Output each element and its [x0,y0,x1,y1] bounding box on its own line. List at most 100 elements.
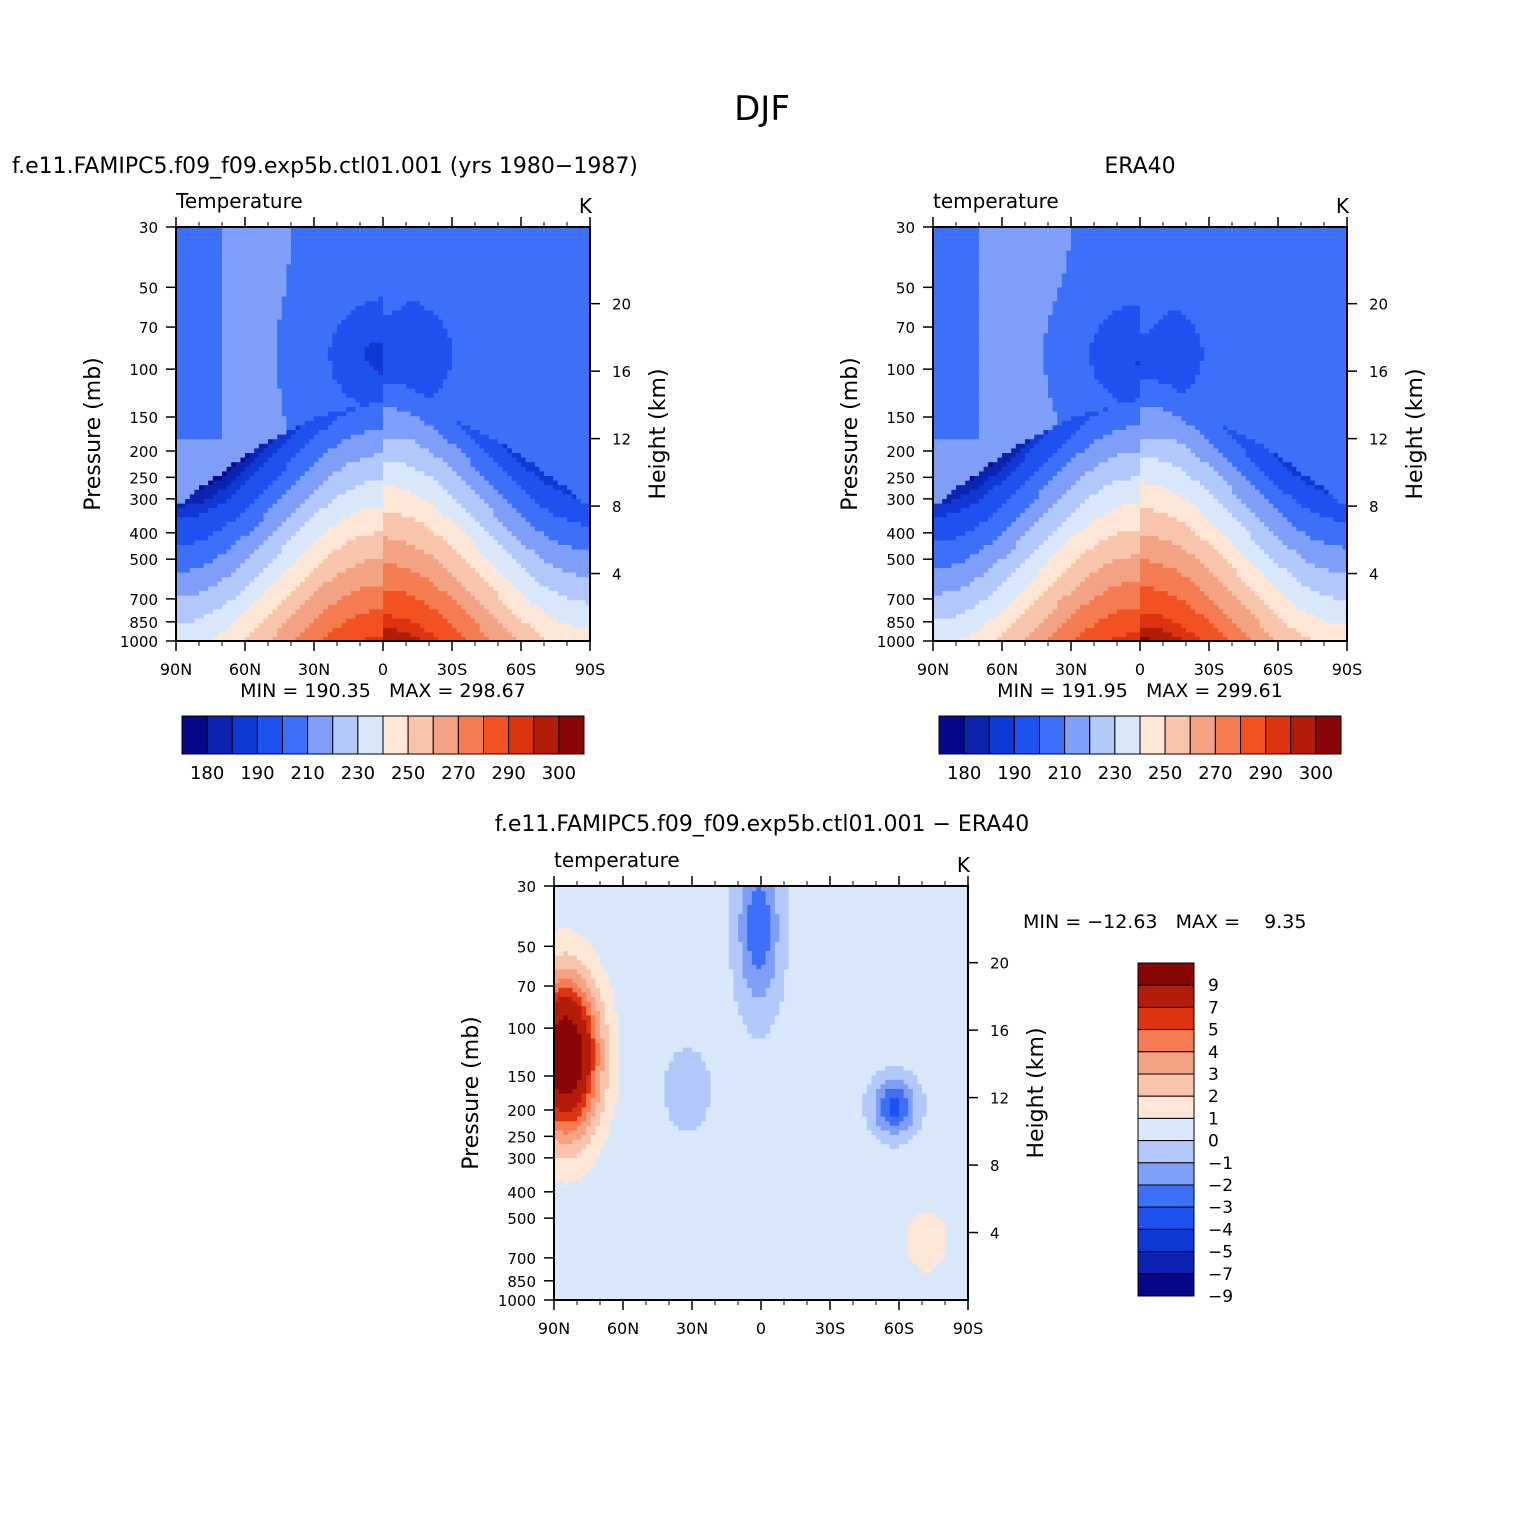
contour-cell [604,1037,610,1043]
contour-cell [1126,631,1141,637]
contour-cell [554,1286,968,1292]
contour-cell [176,526,223,532]
contour-cell [291,562,320,568]
contour-cell [383,512,402,518]
y-tick-label: 70 [139,319,158,337]
contour-cell [728,904,744,910]
contour-cell [396,562,444,568]
contour-cell [383,466,416,472]
contour-cell [590,1120,601,1126]
contour-cell [286,438,310,444]
contour-cell [189,567,237,573]
contour-cell [1048,558,1077,564]
contour-cell [889,1102,900,1108]
contour-cell [226,549,255,555]
contour-cell [554,1120,583,1126]
colorbar-box [533,715,560,755]
contour-cell [558,978,573,984]
contour-cell [1107,406,1141,412]
contour-cell [917,1129,968,1135]
contour-cell [554,1129,564,1135]
contour-cell [554,1189,968,1195]
colorbar-label: 290 [491,763,525,784]
contour-cell [484,526,508,532]
contour-cell [383,618,412,624]
contour-cell [1273,581,1302,587]
contour-cell [1080,503,1123,509]
contour-cell [419,572,453,578]
contour-cell [742,899,753,905]
contour-cell [1291,493,1334,499]
contour-cell [1204,512,1233,518]
contour-cell [558,1139,573,1145]
contour-cell [770,922,780,928]
page-title: DJF [734,89,790,129]
contour-cell [268,438,274,444]
contour-cell [618,1093,665,1099]
contour-cell [1245,434,1347,440]
contour-cell [1167,309,1182,315]
contour-cell [1291,461,1347,467]
contour-cell [295,530,324,536]
contour-cell [176,282,223,288]
contour-cell [194,539,237,545]
contour-cell [258,452,274,458]
contour-cell [586,1116,592,1122]
contour-cell [272,608,297,614]
contour-cell [1209,461,1233,467]
contour-cell [1204,484,1233,490]
contour-cell [1029,447,1058,453]
contour-cell [774,959,790,965]
contour-cell [880,1102,891,1108]
contour-cell [933,388,980,394]
contour-cell [1236,544,1261,550]
contour-cell [383,503,435,509]
contour-cell [176,498,186,504]
contour-cell [880,1139,909,1145]
contour-cell [664,1070,711,1076]
contour-cell [1140,516,1178,522]
contour-cell [452,595,476,601]
contour-cell [1328,489,1347,495]
contour-cell [516,636,545,641]
contour-cell [465,480,490,486]
contour-cell [176,291,223,297]
contour-cell [604,1014,619,1020]
contour-cell [590,991,601,997]
contour-cell [461,447,485,453]
y2-tick-label: 8 [990,1157,1000,1175]
contour-cell [1163,406,1347,412]
contour-cell [751,890,767,896]
contour-cell [383,411,412,417]
contour-cell [1222,452,1247,458]
contour-cell [286,263,590,269]
contour-cell [1140,438,1178,444]
contour-cell [332,549,384,555]
contour-cell [249,475,278,481]
contour-cell [341,544,384,550]
contour-cell [600,1028,610,1034]
contour-cell [176,388,223,394]
contour-cell [176,567,191,573]
contour-cell [419,300,590,306]
contour-cell [383,581,435,587]
contour-cell [1140,420,1187,426]
contour-cell [618,1083,665,1089]
contour-cell [1117,452,1196,458]
contour-cell [332,420,384,426]
contour-cell [544,470,590,476]
contour-cell [692,1047,968,1053]
contour-cell [554,1083,578,1089]
contour-cell [908,1244,946,1250]
contour-cell [613,1102,665,1108]
contour-cell [373,530,435,536]
contour-cell [231,572,260,578]
contour-cell [988,461,994,467]
contour-cell [231,544,260,550]
contour-cell [452,342,590,348]
contour-cell [908,1254,946,1260]
contour-cell [212,493,232,499]
contour-cell [1140,618,1173,624]
contour-cell [222,259,292,265]
contour-cell [562,567,590,573]
